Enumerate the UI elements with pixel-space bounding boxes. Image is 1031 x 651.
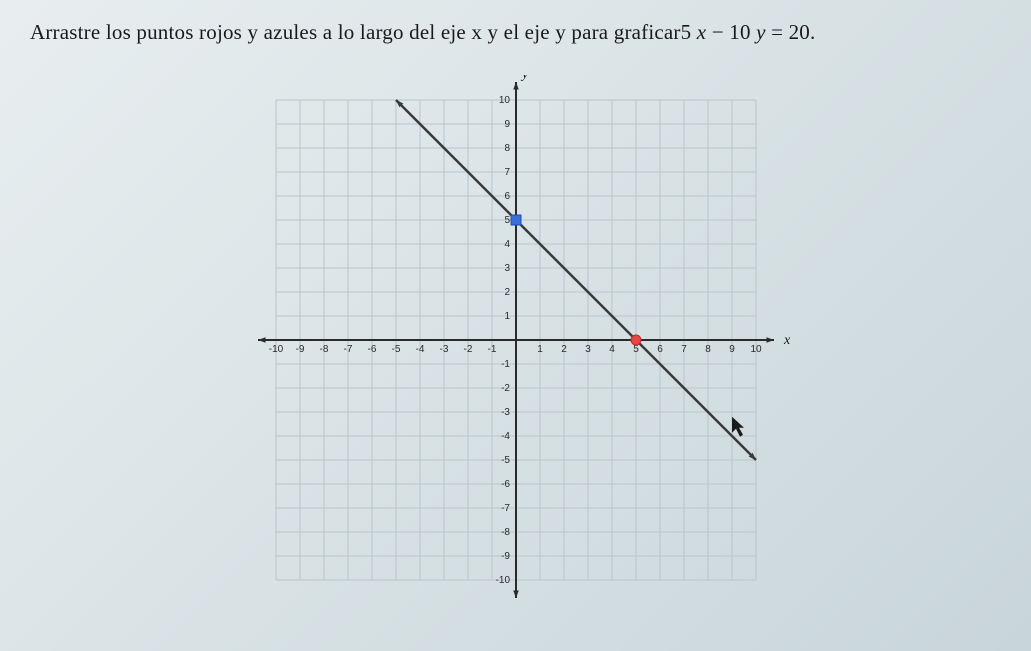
y-tick-label: -4 [501,431,510,442]
x-tick-label: -9 [295,344,304,355]
y-tick-label: 6 [504,191,510,202]
x-tick-label: 4 [609,344,615,355]
x-tick-label: -3 [439,344,448,355]
y-tick-label: 9 [504,119,510,130]
x-tick-label: 1 [537,344,543,355]
x-tick-label: -7 [343,344,352,355]
y-tick-label: -5 [501,455,510,466]
x-tick-label: 10 [750,344,762,355]
y-axis-arrow-up [513,82,518,90]
y-tick-label: -2 [501,383,510,394]
var-x: x [697,20,707,44]
x-tick-label: -2 [463,344,472,355]
instruction-suffix: . [810,20,815,44]
x-tick-label: 7 [681,344,687,355]
y-tick-label: -1 [501,359,510,370]
x-tick-label: -6 [367,344,376,355]
blue-draggable-point[interactable] [511,215,521,225]
graph-container: -10 -9 -8 -7 -6 -5 -4 -3 -2 -1 1 2 3 4 5 6 7 8 9 10 -10 -9 -8 -… [236,75,796,605]
y-tick-label: -10 [495,575,510,586]
y-axis-arrow-down [513,590,518,598]
x-tick-label: 2 [561,344,567,355]
y-tick-label: -9 [501,551,510,562]
y-tick-label: -3 [501,407,510,418]
var-y: y [756,20,766,44]
rhs: 20 [789,20,810,44]
x-tick-label: 6 [657,344,663,355]
y-tick-label: -6 [501,479,510,490]
y-tick-label: -7 [501,503,510,514]
y-tick-label: 8 [504,143,510,154]
x-tick-label: 9 [729,344,735,355]
x-tick-label: -8 [319,344,328,355]
x-tick-label: -10 [268,344,283,355]
instruction-prefix: Arrastre los puntos rojos y azules a lo … [30,20,681,44]
x-axis-arrow-right [766,337,774,342]
x-tick-label: 8 [705,344,711,355]
coef-a: 5 [681,20,692,44]
x-tick-label: -4 [415,344,424,355]
x-axis-arrow-left [258,337,266,342]
red-draggable-point[interactable] [631,335,641,345]
y-tick-label: 1 [504,311,510,322]
op-minus: − [712,20,724,44]
mouse-cursor-icon [732,417,744,437]
y-tick-label: -8 [501,527,510,538]
instruction-text: Arrastre los puntos rojos y azules a lo … [30,20,1001,45]
plotted-line [396,100,756,460]
x-tick-label: 3 [585,344,591,355]
y-tick-label: 7 [504,167,510,178]
x-tick-label: -5 [391,344,400,355]
y-tick-label: 2 [504,287,510,298]
op-eq: = [771,20,783,44]
coordinate-graph[interactable]: -10 -9 -8 -7 -6 -5 -4 -3 -2 -1 1 2 3 4 5 6 7 8 9 10 -10 -9 -8 -… [236,75,796,605]
y-tick-label: 3 [504,263,510,274]
y-tick-label: 4 [504,239,510,250]
y-axis-label: y [520,75,529,82]
coef-b: 10 [729,20,750,44]
y-tick-label: 5 [504,215,510,226]
x-tick-label: 5 [633,344,639,355]
x-axis-label: x [783,333,791,348]
y-tick-label: 10 [498,95,510,106]
x-tick-label: -1 [487,344,496,355]
